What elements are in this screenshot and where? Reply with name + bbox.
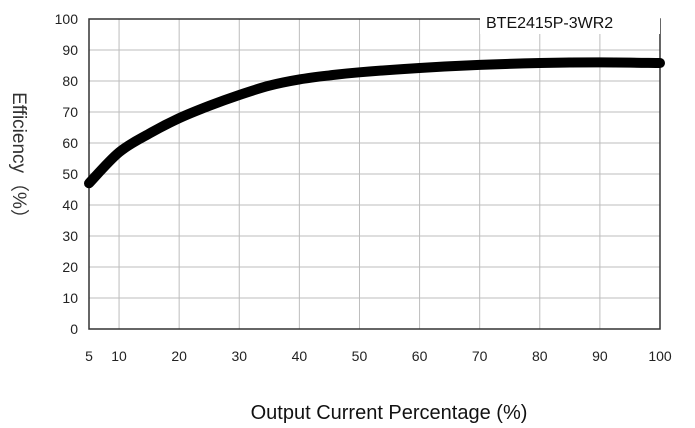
x-tick-label: 90	[592, 348, 608, 364]
x-tick-label: 60	[412, 348, 428, 364]
efficiency-curve	[84, 57, 665, 189]
legend-background	[480, 8, 660, 34]
x-tick-label: 20	[171, 348, 187, 364]
x-tick-label: 70	[472, 348, 488, 364]
y-tick-label: 20	[62, 259, 78, 275]
y-axis-ticks: 0 10 20 30 40 50 60 70 80 90 100	[55, 11, 79, 337]
y-tick-label: 30	[62, 228, 78, 244]
y-tick-label: 100	[55, 11, 79, 27]
y-tick-label: 60	[62, 135, 78, 151]
y-tick-label: 10	[62, 290, 78, 306]
x-axis-ticks: 5 10 20 30 40 50 60 70 80 90 100	[85, 348, 672, 364]
x-tick-label: 30	[231, 348, 247, 364]
y-tick-label: 70	[62, 104, 78, 120]
y-axis-label: Efficiency（%）	[8, 92, 30, 228]
x-tick-label: 50	[352, 348, 368, 364]
y-tick-label: 50	[62, 166, 78, 182]
x-tick-label: 40	[292, 348, 308, 364]
x-tick-label: 80	[532, 348, 548, 364]
y-tick-label: 80	[62, 73, 78, 89]
y-tick-label: 40	[62, 197, 78, 213]
x-axis-label: Output Current Percentage (%)	[251, 402, 528, 424]
legend-series-name: BTE2415P-3WR2	[486, 15, 613, 32]
plot-frame	[88, 18, 661, 330]
x-tick-label: 100	[648, 348, 672, 364]
x-tick-label: 5	[85, 348, 93, 364]
y-tick-label: 0	[70, 321, 78, 337]
x-tick-label: 10	[111, 348, 127, 364]
y-tick-label: 90	[62, 42, 78, 58]
